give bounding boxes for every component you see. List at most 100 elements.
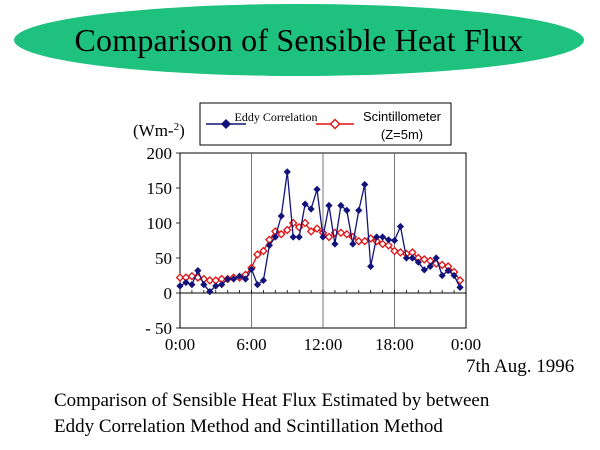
data-point — [450, 271, 458, 280]
data-point — [343, 206, 351, 214]
legend-eddy-marker — [221, 119, 231, 129]
y-tick-label: 0 — [164, 284, 173, 303]
series-layer — [175, 168, 465, 296]
data-point — [419, 255, 429, 264]
data-point — [289, 233, 297, 241]
data-point — [306, 227, 316, 236]
y-axis-label: (Wm-2) — [133, 121, 185, 140]
data-point — [200, 281, 208, 289]
data-point — [288, 218, 298, 228]
data-point — [259, 246, 268, 256]
data-point — [337, 201, 345, 210]
data-point — [253, 281, 262, 289]
data-point — [360, 236, 370, 246]
x-tick-label: 12:00 — [304, 335, 343, 354]
data-point — [176, 282, 184, 290]
data-point — [456, 283, 464, 291]
data-point — [426, 262, 434, 270]
data-point — [283, 168, 291, 176]
data-point — [277, 212, 285, 220]
data-point — [390, 246, 399, 256]
date-label: 7th Aug. 1996 — [466, 356, 575, 377]
data-point — [175, 273, 185, 282]
legend: Eddy Correlation Scintillometer (Z=5m) — [199, 102, 452, 146]
data-point — [206, 288, 214, 296]
data-point — [271, 233, 279, 241]
data-point — [205, 276, 215, 285]
data-point — [259, 276, 268, 284]
data-point — [194, 267, 202, 275]
data-point — [349, 240, 357, 248]
y-tick-label: 50 — [155, 249, 172, 268]
data-point — [336, 228, 346, 238]
axes: - 50 0 50 100 150 200 0:00 6:00 12:00 18:00 0:00 — [145, 144, 481, 354]
data-point — [384, 241, 393, 250]
data-point — [307, 205, 315, 213]
data-point — [313, 185, 321, 193]
data-point — [265, 241, 273, 249]
data-point — [188, 281, 196, 289]
data-point — [235, 272, 244, 280]
series-scintillometer — [175, 218, 465, 285]
data-point — [396, 248, 405, 257]
data-point — [384, 236, 393, 244]
legend-scint-label: Scintillometer — [363, 109, 442, 124]
data-point — [444, 267, 452, 275]
data-point — [420, 266, 428, 274]
data-point — [396, 222, 405, 231]
data-point — [432, 254, 440, 262]
caption-line-1: Comparison of Sensible Heat Flux Estimat… — [54, 390, 490, 411]
data-point — [300, 218, 310, 228]
data-point — [437, 260, 447, 270]
legend-eddy-label: Eddy Correlation — [235, 110, 318, 124]
data-point — [367, 262, 375, 270]
data-point — [438, 271, 446, 280]
data-point — [414, 258, 422, 266]
y-tick-label: 200 — [147, 144, 173, 163]
data-point — [218, 281, 226, 289]
data-point — [342, 229, 352, 239]
x-tick-label: 18:00 — [375, 335, 414, 354]
data-point — [187, 271, 197, 281]
data-point — [212, 282, 220, 290]
data-point — [455, 276, 465, 285]
data-point — [276, 229, 286, 239]
caption-line-2: Eddy Correlation Method and Scintillatio… — [54, 416, 443, 437]
data-point — [312, 224, 322, 233]
x-tick-label: 0:00 — [165, 335, 195, 354]
data-point — [354, 236, 364, 246]
series-eddy-correlation — [176, 168, 464, 296]
data-point — [224, 275, 232, 283]
data-point — [378, 233, 387, 241]
legend-scint-marker — [329, 118, 341, 130]
title-banner: Comparison of Sensible Heat Flux — [14, 4, 584, 76]
data-point — [324, 232, 334, 242]
slide-title: Comparison of Sensible Heat Flux — [74, 21, 524, 58]
data-point — [390, 236, 399, 245]
data-point — [355, 206, 363, 214]
data-point — [331, 240, 339, 248]
y-tick-label: 150 — [147, 179, 173, 198]
data-point — [372, 236, 381, 246]
y-tick-label: - 50 — [145, 319, 172, 338]
data-point — [408, 254, 416, 262]
data-point — [319, 233, 327, 241]
data-point — [373, 233, 381, 241]
data-point — [301, 200, 309, 208]
x-tick-label: 6:00 — [236, 335, 266, 354]
data-point — [182, 278, 190, 287]
data-point — [253, 250, 262, 259]
data-point — [325, 201, 333, 210]
data-point — [361, 180, 369, 189]
data-point — [282, 225, 292, 235]
data-point — [378, 239, 387, 249]
y-tick-label: 100 — [147, 214, 173, 233]
data-point — [247, 265, 256, 273]
data-point — [402, 254, 411, 262]
data-point — [295, 233, 303, 241]
data-point — [241, 275, 250, 283]
x-tick-label: 0:00 — [451, 335, 481, 354]
data-point — [230, 275, 238, 283]
legend-scint-sublabel: (Z=5m) — [381, 127, 423, 142]
